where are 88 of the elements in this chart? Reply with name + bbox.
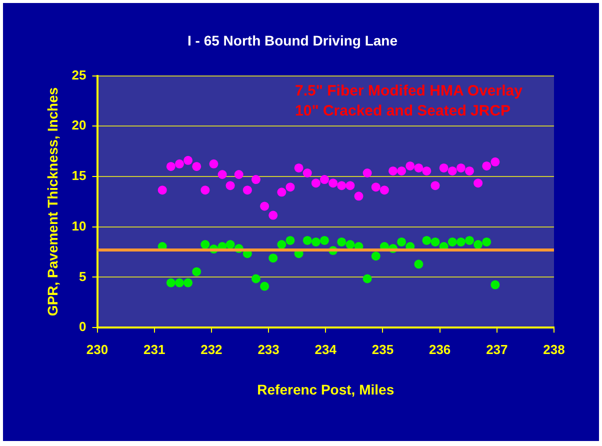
x-tick-label: 233 [258,342,280,357]
point [388,166,398,176]
point [174,278,184,288]
point [320,236,329,245]
point [226,240,235,250]
chart-title: I - 65 North Bound Driving Lane [187,32,398,48]
point [406,161,415,170]
point [430,181,440,190]
point [430,237,440,246]
x-tick-label: 238 [543,342,565,357]
x-axis-title: Referenc Post, Miles [257,381,394,398]
point [311,237,320,246]
point [166,278,176,288]
point [397,237,406,246]
point [371,182,380,192]
point [380,186,389,195]
point [277,188,286,197]
annotation: 7.5" Fiber Modifed HMA Overlay [295,82,524,100]
point [328,178,338,188]
point [474,240,483,250]
point [251,274,260,284]
point [260,282,270,291]
y-tick-label: 10 [72,218,86,234]
point [277,240,286,250]
point [465,166,474,176]
y-axis-title: GPR, Pavement Thickness, Inches [44,87,60,316]
x-tick-label: 231 [144,342,166,357]
point [490,157,500,166]
point [456,163,466,172]
point [302,168,312,178]
point [371,252,380,261]
point [439,163,448,172]
point [174,159,184,168]
point [251,175,260,184]
y-tick-label: 5 [79,268,86,284]
point [448,237,457,246]
point [346,240,355,250]
point [209,159,218,168]
point [465,236,474,245]
point [311,178,320,188]
point [158,186,167,195]
x-tick-label: 235 [372,342,394,357]
point [337,237,346,246]
point [200,186,210,195]
point [337,181,346,190]
point [414,260,424,269]
point [490,280,500,290]
y-tick-label: 15 [72,168,86,184]
point [242,186,252,195]
point [320,175,329,184]
point [234,170,244,180]
point [286,236,295,245]
point [286,182,295,192]
point [362,168,372,178]
point [166,162,176,171]
point [354,192,364,201]
point [192,162,202,171]
point [200,240,210,250]
point [346,181,355,190]
point [474,178,483,188]
x-tick-label: 230 [86,342,108,357]
point [268,210,278,220]
point [226,181,235,190]
point [448,166,457,176]
point [414,163,424,172]
point [422,166,432,176]
point [192,267,202,276]
point [397,166,406,176]
x-tick-label: 236 [428,342,451,357]
point [218,170,227,180]
point [294,163,304,172]
point [456,237,466,246]
point [362,274,372,284]
point [268,254,278,263]
annotation: 10" Cracked and Seated JRCP [295,102,511,120]
point [184,278,193,288]
point [422,236,432,245]
x-tick-label: 237 [486,342,508,357]
point [260,202,270,211]
point [482,161,492,170]
point [302,236,312,245]
point [184,156,193,165]
y-tick-label: 20 [72,118,86,133]
x-tick-label: 232 [200,342,222,357]
x-tick-label: 234 [314,342,338,357]
point [482,237,492,246]
y-tick-label: 0 [79,319,86,334]
y-tick-label: 25 [72,67,86,82]
